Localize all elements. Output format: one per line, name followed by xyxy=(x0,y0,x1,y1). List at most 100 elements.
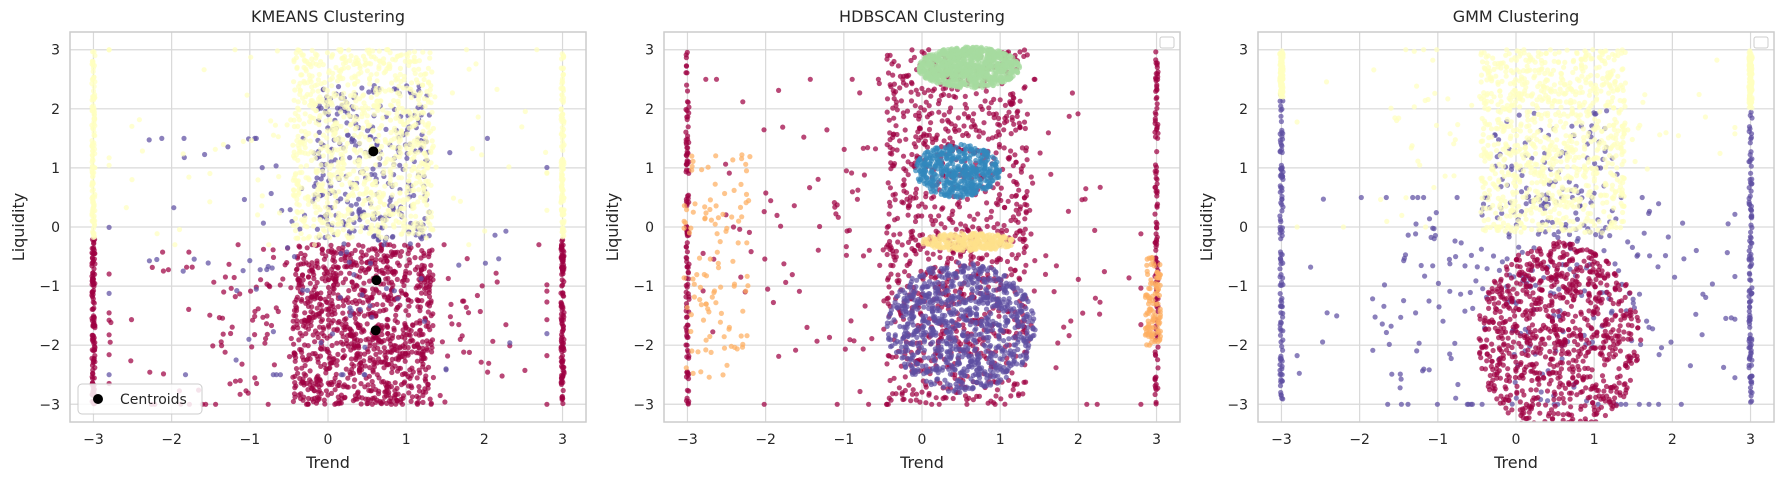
data-point xyxy=(833,211,839,217)
data-point xyxy=(302,342,308,348)
data-point xyxy=(317,324,323,330)
data-point xyxy=(926,47,932,53)
data-point xyxy=(106,47,112,53)
data-point xyxy=(913,144,919,150)
data-point xyxy=(905,212,911,218)
data-point xyxy=(776,87,782,93)
data-point xyxy=(887,203,893,209)
data-point xyxy=(356,362,362,368)
data-point xyxy=(726,170,732,176)
data-point xyxy=(930,139,936,146)
data-point xyxy=(295,133,301,139)
data-point xyxy=(1153,231,1159,237)
data-point xyxy=(933,395,939,401)
data-point xyxy=(950,395,956,402)
data-point xyxy=(294,294,300,300)
data-point xyxy=(306,130,312,136)
data-point xyxy=(321,346,328,352)
data-point xyxy=(366,230,372,236)
data-point xyxy=(235,242,241,248)
data-point xyxy=(303,324,309,330)
data-point xyxy=(457,198,463,204)
data-point xyxy=(336,245,342,252)
data-point xyxy=(388,279,395,285)
data-point xyxy=(1152,211,1158,217)
data-point xyxy=(1002,102,1009,108)
data-point xyxy=(428,262,434,268)
data-point xyxy=(884,52,891,58)
data-point xyxy=(893,123,899,129)
data-point xyxy=(930,88,936,94)
data-point xyxy=(296,107,302,113)
data-point xyxy=(1024,111,1030,117)
data-point xyxy=(309,56,315,62)
data-point xyxy=(318,363,324,369)
data-point xyxy=(405,178,412,184)
data-point xyxy=(299,272,306,278)
data-point xyxy=(360,53,367,59)
data-point xyxy=(299,365,305,371)
data-point xyxy=(423,323,429,329)
data-point xyxy=(136,117,142,123)
data-point xyxy=(409,144,415,150)
data-point xyxy=(376,155,382,161)
data-point xyxy=(406,151,412,157)
data-point xyxy=(978,103,984,110)
data-point xyxy=(988,100,994,106)
data-point xyxy=(768,198,774,204)
data-point xyxy=(299,52,305,58)
data-point xyxy=(1066,333,1072,339)
data-point xyxy=(415,199,421,205)
data-point xyxy=(684,249,691,255)
data-point xyxy=(906,382,912,388)
data-point xyxy=(1023,243,1029,249)
data-point xyxy=(402,166,408,173)
data-point xyxy=(338,339,344,345)
data-point xyxy=(1022,236,1028,242)
data-point xyxy=(259,165,265,171)
data-point xyxy=(427,396,433,402)
data-point xyxy=(314,305,320,311)
data-point xyxy=(268,322,275,329)
data-point xyxy=(347,57,353,64)
data-point xyxy=(274,48,280,54)
data-point xyxy=(559,226,565,232)
y-tick-label: −2 xyxy=(39,338,60,354)
data-point xyxy=(954,201,961,207)
data-point xyxy=(182,372,189,378)
data-point xyxy=(1015,252,1022,258)
data-point xyxy=(430,323,436,329)
data-point xyxy=(384,110,390,116)
data-point xyxy=(108,319,114,326)
data-point xyxy=(924,250,930,256)
data-point xyxy=(388,395,394,401)
data-point xyxy=(445,275,451,282)
data-point xyxy=(894,131,900,138)
data-point xyxy=(403,162,409,168)
data-point xyxy=(427,50,433,56)
data-point xyxy=(89,255,96,261)
data-point xyxy=(201,67,207,73)
data-point xyxy=(307,92,313,98)
data-point xyxy=(933,137,939,143)
data-point xyxy=(559,394,565,400)
data-point xyxy=(382,224,388,230)
data-point xyxy=(897,138,903,144)
data-point xyxy=(252,375,258,381)
data-point xyxy=(976,134,982,140)
data-point xyxy=(1153,247,1159,253)
data-point xyxy=(364,321,370,327)
data-point xyxy=(382,137,388,143)
data-point xyxy=(389,356,395,362)
data-point xyxy=(560,234,566,240)
data-point xyxy=(559,277,565,283)
data-point xyxy=(851,338,857,344)
data-point xyxy=(1017,49,1023,55)
data-point xyxy=(402,217,408,223)
data-point xyxy=(264,313,270,319)
data-point xyxy=(964,227,970,233)
data-point xyxy=(992,401,998,407)
data-point xyxy=(316,231,323,238)
data-point xyxy=(1008,131,1014,137)
data-point xyxy=(932,204,938,210)
